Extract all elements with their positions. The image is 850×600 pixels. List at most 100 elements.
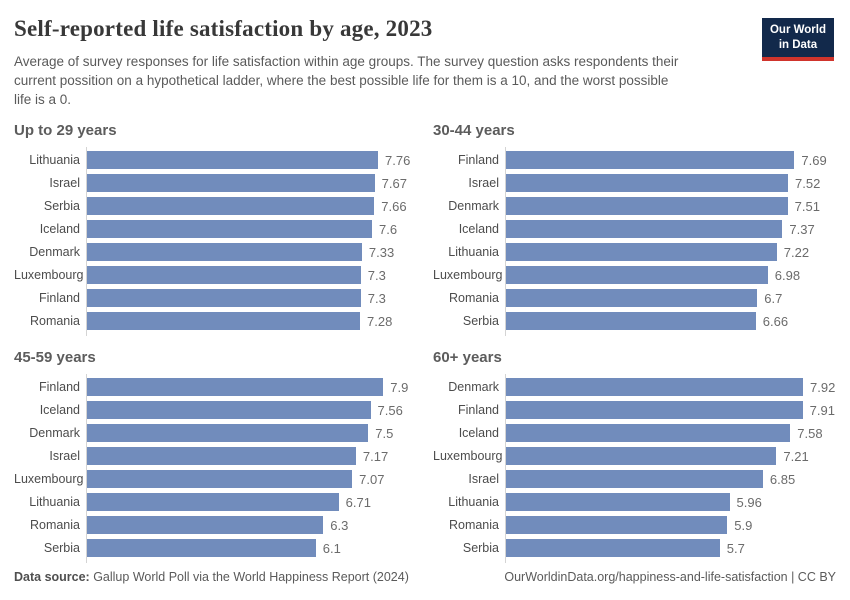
country-label: Iceland	[39, 403, 80, 417]
bar[interactable]	[506, 243, 777, 261]
bar[interactable]	[506, 424, 791, 442]
bar-row: Romania 6.7	[433, 289, 836, 307]
subtitle-line-3: life is a 0.	[14, 92, 72, 107]
bar[interactable]	[87, 174, 375, 192]
bar[interactable]	[87, 401, 371, 419]
bar-rows: Denmark 7.92 Finland 7.91 Iceland 7.58 Luxembo…	[433, 374, 836, 563]
data-source-label: Data source:	[14, 570, 90, 584]
bar-track: 6.66	[506, 312, 806, 330]
bar-row: Lithuania 7.76	[14, 151, 417, 169]
bar-track: 6.71	[87, 493, 387, 511]
country-label: Lithuania	[29, 495, 80, 509]
country-label: Iceland	[458, 222, 499, 236]
bar-track: 7.58	[506, 424, 823, 442]
bar-value-label: 7.67	[381, 175, 407, 191]
bar-row: Israel 7.67	[14, 174, 417, 192]
bar[interactable]	[87, 539, 316, 557]
bar[interactable]	[87, 424, 369, 442]
bar-track: 7.91	[506, 401, 835, 419]
bar[interactable]	[506, 539, 720, 557]
country-label: Serbia	[462, 541, 499, 555]
bar-value-label: 7.91	[809, 402, 835, 418]
bar-track: 7.07	[87, 470, 387, 488]
bar[interactable]	[87, 447, 356, 465]
bar[interactable]	[506, 493, 730, 511]
bar-row: Finland 7.3	[14, 289, 417, 307]
subtitle-line-2: current possition on a hypothetical ladd…	[14, 73, 669, 88]
bar[interactable]	[506, 447, 777, 465]
bar-track: 6.85	[506, 470, 806, 488]
bar-value-label: 7.6	[379, 221, 398, 237]
bar[interactable]	[506, 289, 758, 307]
bar[interactable]	[87, 197, 375, 215]
bar-track: 7.37	[506, 220, 815, 238]
bar-row: Lithuania 5.96	[433, 493, 836, 511]
bar-row: Lithuania 7.22	[433, 243, 836, 261]
bar-track: 6.98	[506, 266, 806, 284]
bar-track: 5.9	[506, 516, 806, 534]
bar-track: 7.9	[87, 378, 408, 396]
bar[interactable]	[87, 220, 372, 238]
bar-rows: Lithuania 7.76 Israel 7.67 Serbia 7.66 Iceland…	[14, 147, 417, 336]
chart-subtitle: Average of survey responses for life sat…	[14, 52, 759, 109]
bar[interactable]	[506, 197, 788, 215]
bar[interactable]	[506, 312, 756, 330]
bar-row: Serbia 5.7	[433, 539, 836, 557]
bar-value-label: 7.33	[368, 244, 395, 260]
bar[interactable]	[506, 401, 803, 419]
bar[interactable]	[506, 151, 795, 169]
bar-track: 5.7	[506, 539, 806, 557]
country-label: Serbia	[43, 541, 80, 555]
country-label: Serbia	[43, 199, 80, 213]
bar[interactable]	[87, 289, 361, 307]
bar-row: Denmark 7.5	[14, 424, 417, 442]
bar[interactable]	[87, 493, 339, 511]
bar[interactable]	[506, 516, 728, 534]
bar-value-label: 7.17	[362, 448, 389, 464]
bar-value-label: 6.71	[345, 494, 371, 510]
bar[interactable]	[506, 220, 783, 238]
bar-row: Luxembourg 7.21	[433, 447, 836, 465]
panel-up-to-29-years: Up to 29 years Lithuania 7.76 Israel 7.67 Se…	[14, 122, 417, 336]
bar[interactable]	[506, 266, 768, 284]
bar-row: Denmark 7.92	[433, 378, 836, 396]
bar-value-label: 7.52	[795, 175, 821, 191]
bar-row: Iceland 7.58	[433, 424, 836, 442]
bar[interactable]	[87, 378, 384, 396]
country-label: Iceland	[39, 222, 80, 236]
panel-45-59-years: 45-59 years Finland 7.9 Iceland 7.56 Denmark…	[14, 349, 417, 563]
bar[interactable]	[506, 378, 803, 396]
country-label: Israel	[468, 472, 499, 486]
bar-track: 5.96	[506, 493, 806, 511]
bar[interactable]	[506, 174, 788, 192]
bar[interactable]	[87, 312, 360, 330]
bar-row: Israel 6.85	[433, 470, 836, 488]
bar-value-label: 6.66	[762, 313, 789, 329]
country-label: Finland	[39, 291, 80, 305]
country-label: Denmark	[448, 199, 499, 213]
bar[interactable]	[87, 516, 324, 534]
panel-title: 60+ years	[433, 349, 502, 366]
bar-value-label: 6.3	[330, 517, 349, 533]
bar-track: 7.21	[506, 447, 809, 465]
bar[interactable]	[87, 151, 378, 169]
bar[interactable]	[87, 243, 362, 261]
bar[interactable]	[87, 470, 353, 488]
owid-logo[interactable]: Our World in Data	[761, 18, 834, 61]
bar-row: Romania 5.9	[433, 516, 836, 534]
bar-track: 7.3	[87, 266, 387, 284]
bar-track: 7.66	[87, 197, 407, 215]
country-label: Finland	[39, 380, 80, 394]
bar[interactable]	[87, 266, 361, 284]
bar[interactable]	[506, 470, 763, 488]
country-label: Finland	[458, 153, 499, 167]
bar-rows: Finland 7.69 Israel 7.52 Denmark 7.51 Iceland 7…	[433, 147, 836, 336]
bar-row: Denmark 7.33	[14, 243, 417, 261]
bar-value-label: 7.66	[381, 198, 407, 214]
bar-value-label: 5.96	[736, 494, 762, 510]
bar-value-label: 7.3	[367, 267, 386, 283]
bar-track: 7.52	[506, 174, 820, 192]
attribution-link[interactable]: OurWorldinData.org/happiness-and-life-sa…	[504, 570, 836, 584]
bar-row: Israel 7.52	[433, 174, 836, 192]
country-label: Finland	[458, 403, 499, 417]
